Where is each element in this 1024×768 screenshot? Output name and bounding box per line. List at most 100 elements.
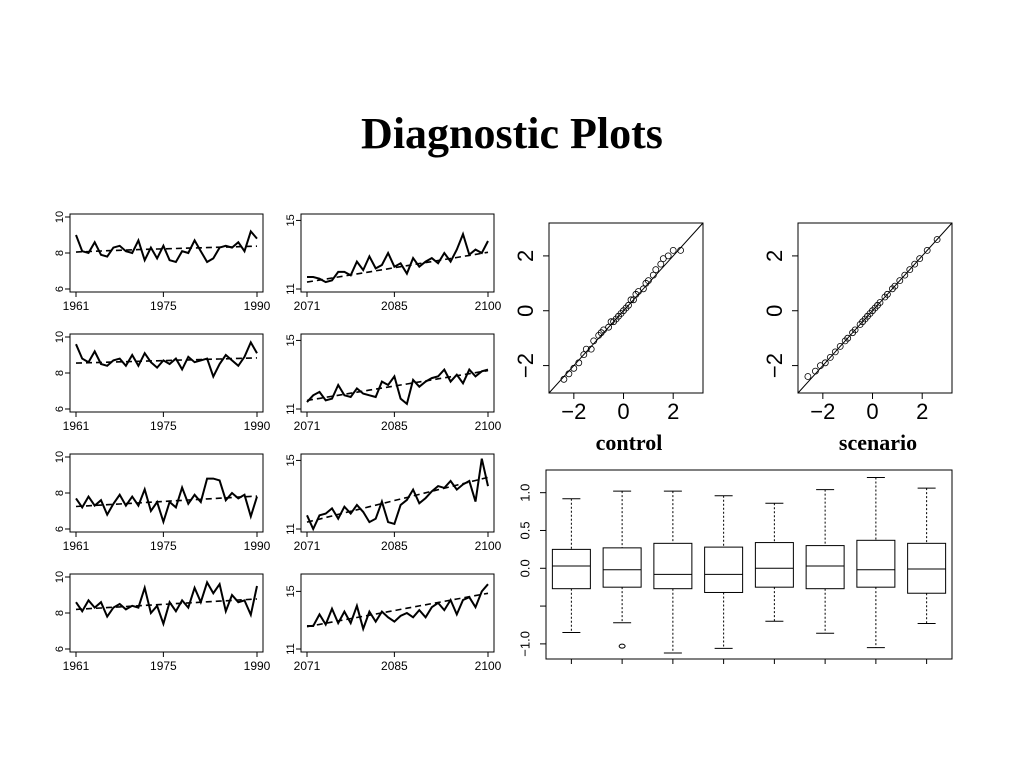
qq-point: [933, 236, 941, 243]
qq-point: [836, 342, 844, 350]
series-line: [306, 458, 489, 532]
series-line: [307, 583, 489, 633]
y-tick-label: 15: [285, 214, 297, 226]
box-5: [754, 502, 794, 622]
x-tick-label: 1961: [63, 539, 90, 553]
x-tick-label: 2071: [294, 299, 321, 313]
box-2: [602, 490, 642, 649]
x-tick-label: 2: [667, 399, 679, 424]
x-tick-label: 2100: [475, 659, 502, 673]
x-tick-label: 1975: [150, 299, 177, 313]
y-tick-label: 10: [54, 211, 66, 223]
qq-point: [916, 255, 924, 263]
plot-frame: [545, 469, 953, 660]
box-iqr: [856, 539, 896, 588]
y-tick-label: 10: [54, 571, 66, 583]
box-7: [856, 477, 896, 649]
series-line: [75, 579, 258, 628]
series-line: [307, 231, 489, 284]
qq-point: [649, 271, 657, 279]
panel-scenario-4: 2071 2085 2100 11 15: [285, 573, 502, 673]
box-iqr: [907, 542, 947, 594]
box-iqr: [805, 545, 845, 590]
qq-point: [640, 285, 647, 293]
panel-scenario-3: 2071 2085 2100 11 15: [285, 453, 502, 553]
qq-point: [575, 359, 583, 367]
y-tick-label: 6: [54, 406, 66, 412]
trend-line: [306, 251, 489, 283]
qq-point: [669, 246, 677, 254]
qq-point: [560, 375, 568, 383]
x-tick-label: −2: [561, 399, 586, 424]
qq-control-caption: control: [595, 430, 663, 455]
y-tick-label: 15: [285, 585, 297, 597]
x-tick-label: 2071: [294, 419, 321, 433]
y-tick-label: 8: [54, 610, 66, 616]
qq-point: [901, 271, 909, 279]
x-tick-label: 2085: [381, 419, 408, 433]
y-tick-label: 15: [285, 334, 297, 346]
qq-point: [844, 334, 852, 342]
plot-frame: [797, 222, 953, 394]
qq-point: [605, 323, 612, 331]
outlier: [618, 643, 626, 649]
qq-point: [884, 290, 891, 298]
y-tick-label: 0: [513, 305, 538, 317]
x-tick-label: 1990: [244, 539, 271, 553]
plot-frame: [69, 453, 264, 533]
x-tick-label: 1975: [150, 419, 177, 433]
series-line: [75, 229, 258, 264]
x-tick-label: 2100: [475, 539, 502, 553]
y-tick-label: 2: [762, 250, 787, 262]
x-tick-label: −2: [810, 399, 835, 424]
qq-point: [652, 266, 660, 274]
qq-point: [565, 370, 573, 378]
qq-point: [923, 246, 931, 254]
x-tick-label: 1975: [150, 539, 177, 553]
box-1: [551, 498, 591, 634]
page-title: Diagnostic Plots: [361, 109, 663, 158]
panel-residual-boxplots: −1.0 0.0 0.5 1.0: [517, 469, 953, 664]
qq-point: [645, 277, 652, 285]
box-6: [805, 489, 845, 634]
plot-frame: [300, 453, 495, 533]
y-tick-label: −2: [513, 353, 538, 378]
qq-point: [657, 260, 665, 268]
y-tick-label: 10: [54, 451, 66, 463]
y-tick-label: 6: [54, 646, 66, 652]
x-tick-label: 2071: [294, 659, 321, 673]
plot-frame: [300, 213, 495, 293]
box-iqr: [653, 542, 693, 590]
y-tick-label: 11: [285, 523, 297, 534]
box-iqr: [551, 548, 591, 590]
x-tick-label: 2: [916, 399, 928, 424]
y-tick-label: 6: [54, 526, 66, 532]
panel-control-1: 1961 1975 1990 6 8 10: [54, 211, 271, 313]
panel-qq-control: −2 0 2 −2 0 2: [513, 222, 704, 424]
series-line: [75, 340, 258, 380]
y-tick-label: 11: [285, 643, 297, 654]
panel-control-4: 1961 1975 1990 6 8 10: [54, 571, 271, 673]
x-tick-label: 1990: [244, 659, 271, 673]
panel-control-2: 1961 1975 1990 6 8 10: [54, 331, 271, 433]
qq-point: [570, 364, 578, 372]
reference-line: [548, 222, 704, 394]
plot-frame: [300, 333, 495, 413]
y-tick-label: 0: [762, 305, 787, 317]
panel-control-3: 1961 1975 1990 6 8 10: [54, 451, 271, 553]
y-tick-label: 0.0: [517, 559, 532, 577]
box-iqr: [602, 547, 642, 588]
qq-point: [891, 282, 899, 290]
x-tick-label: 1990: [244, 419, 271, 433]
qq-point: [831, 348, 839, 356]
x-tick-label: 0: [866, 399, 878, 424]
trend-line: [306, 592, 489, 628]
y-tick-label: 6: [54, 286, 66, 292]
y-tick-label: 10: [54, 331, 66, 343]
y-tick-label: 15: [285, 454, 297, 466]
y-tick-label: 2: [513, 250, 538, 262]
y-tick-label: 8: [54, 250, 66, 256]
box-iqr: [754, 542, 794, 588]
qq-scenario-caption: scenario: [838, 430, 918, 455]
